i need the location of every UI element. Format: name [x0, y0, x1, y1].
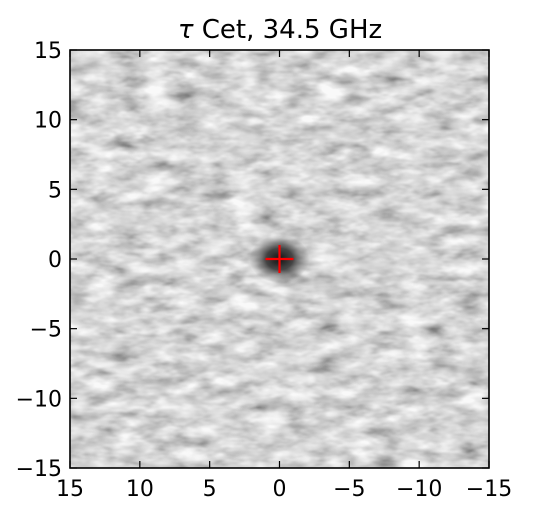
x-tick-label: −5: [333, 477, 365, 502]
x-tick-label: 10: [126, 477, 154, 502]
y-tick-label: −5: [30, 318, 62, 343]
title-text: Cet, 34.5 GHz: [194, 15, 383, 45]
center-cross-marker: [265, 245, 294, 273]
y-tick-label: −15: [16, 457, 62, 482]
x-tick-label: −10: [396, 477, 442, 502]
chart-title: τ Cet, 34.5 GHz: [178, 15, 382, 45]
x-tick-label: 0: [273, 477, 287, 502]
y-tick-label: −10: [16, 387, 62, 412]
y-tick-label: 15: [34, 39, 62, 64]
x-tick-label: 5: [203, 477, 217, 502]
y-tick-label: 0: [48, 248, 62, 273]
title-symbol: τ: [178, 15, 194, 45]
x-tick-label: 15: [56, 477, 84, 502]
y-tick-label: 5: [48, 178, 62, 203]
x-tick-label: −15: [466, 477, 512, 502]
y-tick-label: 10: [34, 109, 62, 134]
